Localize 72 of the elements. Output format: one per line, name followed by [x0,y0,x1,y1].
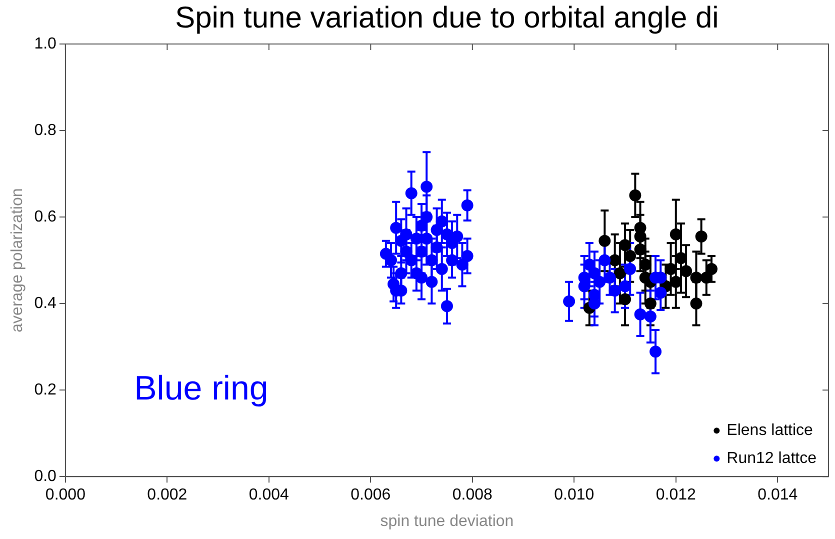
point [426,276,438,288]
x-tick-label: 0.002 [147,486,188,504]
point [461,250,474,262]
point [619,239,632,252]
point [664,262,677,275]
point [436,262,448,275]
point [598,254,611,266]
y-tick-label: 1.0 [34,35,57,52]
point [695,230,708,243]
point [440,300,453,312]
x-tick-label: 0.004 [248,486,290,504]
y-tick-label: 0.2 [34,381,57,398]
point [426,254,438,266]
point [390,222,402,234]
point [644,310,656,323]
y-tick-label: 0.0 [34,468,57,486]
point [634,230,646,243]
chart-title: Spin tune variation due to orbital angle di [175,1,719,34]
point [436,215,448,228]
point [690,298,702,310]
point [654,286,667,299]
point [405,254,418,266]
point [629,189,642,202]
point [619,293,632,306]
x-tick-label: 0.000 [45,486,86,504]
point [670,276,682,288]
point [706,262,718,275]
point [578,280,590,292]
point [624,250,636,262]
point [634,243,646,256]
point [608,254,621,266]
point [395,267,408,280]
point [634,308,646,320]
y-tick-label: 0.8 [34,122,57,139]
point [608,284,621,297]
y-tick-label: 0.4 [34,294,57,312]
point [400,246,412,258]
x-tick-label: 0.008 [452,486,493,504]
point [446,254,458,266]
point [456,258,468,271]
point [644,298,656,310]
point [416,272,428,284]
point [385,254,398,266]
point [588,298,600,310]
x-axis-title: spin tune deviation [380,512,514,530]
y-tick-label: 0.6 [34,208,57,226]
x-tick-label: 0.006 [350,486,391,504]
legend-label: Elens lattice [726,422,814,440]
point [400,228,412,240]
y-axis-title: average polarization [9,188,26,332]
point [598,234,611,247]
point [420,180,433,193]
point [639,258,652,271]
point [670,228,682,240]
legend-label: Run12 lattce [726,450,817,468]
point [430,224,443,236]
x-tick-label: 0.014 [758,486,798,504]
point [420,211,433,224]
x-tick-label: 0.012 [656,486,696,504]
point [650,346,662,358]
point [563,295,576,308]
point [690,272,702,284]
point [461,199,474,212]
point [680,265,692,278]
point [604,272,616,284]
point [624,262,636,275]
point [416,220,428,232]
point [405,187,418,200]
x-tick-label: 0.010 [554,486,594,504]
point [430,241,443,254]
annotation: Blue ring [134,369,268,408]
point [614,267,626,280]
